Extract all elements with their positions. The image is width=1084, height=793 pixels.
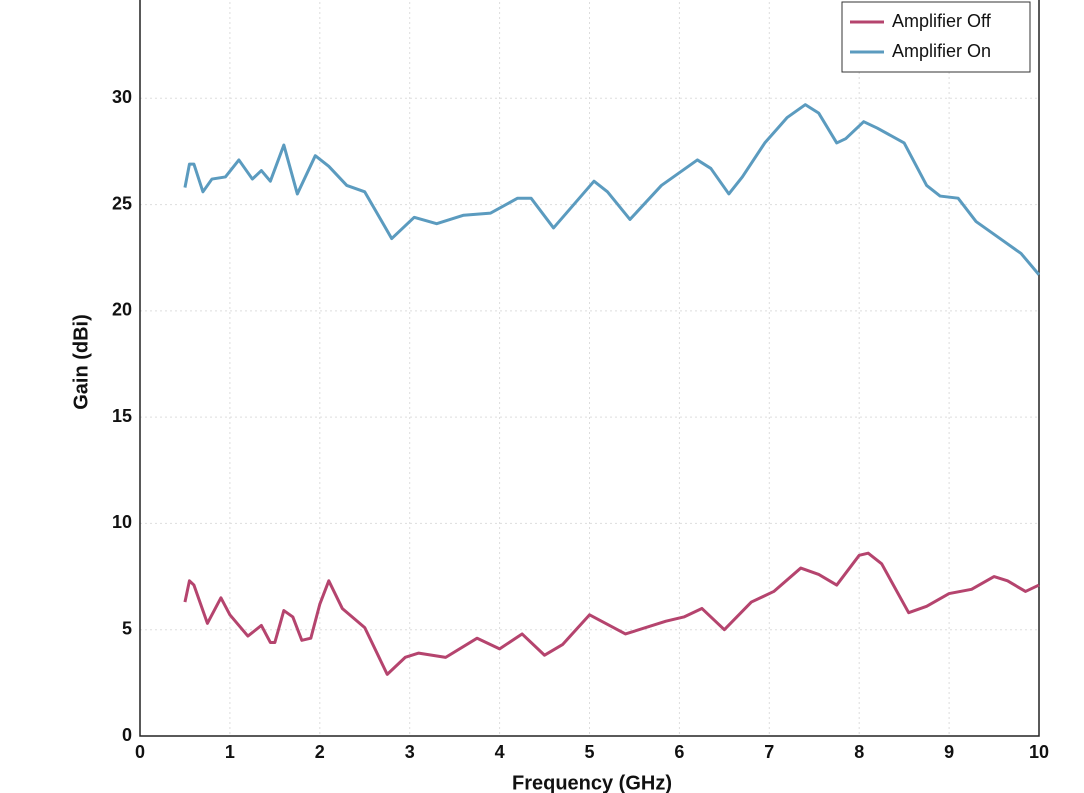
x-tick-label: 9 [944,742,954,762]
y-tick-label: 15 [112,406,132,426]
x-tick-label: 6 [674,742,684,762]
x-tick-label: 7 [764,742,774,762]
x-tick-label: 2 [315,742,325,762]
y-tick-label: 10 [112,512,132,532]
y-axis-label: Gain (dBi) [70,314,92,410]
y-tick-label: 5 [122,618,132,638]
x-tick-label: 0 [135,742,145,762]
x-tick-label: 4 [495,742,505,762]
x-tick-label: 1 [225,742,235,762]
x-axis-label: Frequency (GHz) [512,772,672,793]
x-tick-label: 3 [405,742,415,762]
x-tick-label: 10 [1029,742,1049,762]
y-tick-label: 25 [112,193,132,213]
x-tick-label: 5 [584,742,594,762]
legend-label: Amplifier Off [892,11,992,31]
legend-box [841,1,1031,73]
y-tick-label: 0 [122,725,132,745]
legend: Amplifier Off Amplifier On [841,1,1031,73]
line [183,103,1041,276]
line [183,551,1040,676]
y-tick-label: 30 [112,87,132,107]
x-tick-label: 8 [854,742,864,762]
legend-label: Amplifier On [892,41,991,61]
y-tick-label: 20 [112,300,132,320]
plot-frame [139,0,1040,737]
